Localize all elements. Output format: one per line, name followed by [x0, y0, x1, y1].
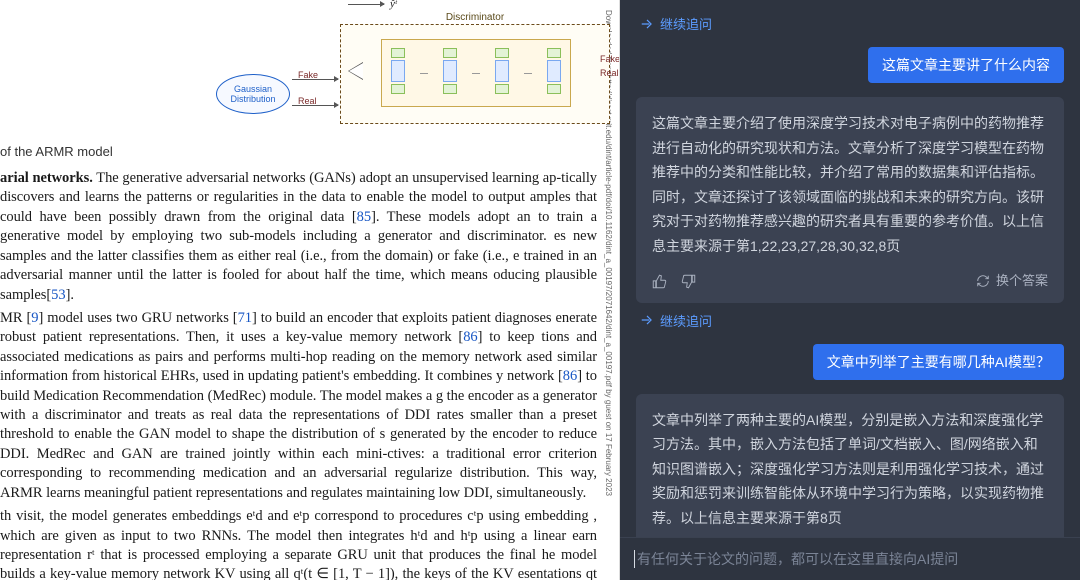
real-out-label: Real [600, 68, 619, 78]
fake-output [619, 57, 620, 67]
paragraph: th visit, the model generates embeddings… [0, 507, 597, 580]
user-message-row: 文章中列举了主要有哪几种AI模型？ [636, 344, 1064, 380]
discriminator-label: Discriminator [340, 12, 610, 23]
discriminator-box [340, 24, 610, 124]
gaussian-node: Gaussian Distribution [216, 74, 290, 114]
section-bold: arial networks. [0, 170, 93, 186]
thumbs-up-icon[interactable] [652, 274, 667, 289]
user-bubble: 文章中列举了主要有哪几种AI模型？ [813, 344, 1064, 380]
user-message-row: 这篇文章主要讲了什么内容 [636, 47, 1064, 83]
text-cursor [634, 550, 635, 568]
cite-link[interactable]: 71 [238, 310, 252, 326]
followup-icon [640, 17, 654, 31]
chat-pane: 继续追问 这篇文章主要讲了什么内容 这篇文章主要介绍了使用深度学习技术对电子病例… [620, 0, 1080, 580]
cite-link[interactable]: 86 [463, 329, 477, 345]
paragraph: MR [9] model uses two GRU networks [71] … [0, 309, 597, 503]
paper-pane: Downloaded from http://direct.mit.edu/di… [0, 0, 620, 580]
arrow [292, 105, 338, 106]
ai-actions: 换个答案 [652, 270, 1048, 293]
chat-input-bar [620, 537, 1080, 580]
swap-answer-label: 换个答案 [996, 270, 1048, 293]
followup-label: 继续追问 [660, 311, 712, 330]
discriminator-layers [381, 39, 571, 107]
followup-icon [640, 313, 654, 327]
cite-link[interactable]: 85 [357, 209, 371, 225]
paragraph: arial networks. The generative adversari… [0, 169, 597, 305]
followup-label: 继续追问 [660, 14, 712, 33]
chat-input[interactable] [637, 551, 1066, 567]
arrow [292, 79, 338, 80]
thumbs-down-icon[interactable] [681, 274, 696, 289]
fake-out-label: Fake [600, 54, 620, 64]
figure-caption: of the ARMR model [0, 144, 597, 159]
ai-message: 文章中列举了两种主要的AI模型，分别是嵌入方法和深度强化学习方法。其中，嵌入方法… [636, 394, 1064, 538]
real-output [619, 81, 620, 91]
cite-link[interactable]: 86 [563, 368, 577, 384]
ai-message: 这篇文章主要介绍了使用深度学习技术对电子病例中的药物推荐进行自动化的研究现状和方… [636, 97, 1064, 303]
followup-link[interactable]: 继续追问 [640, 311, 1064, 330]
armr-diagram: Gaussian Distribution Fake Real Discrimi… [180, 4, 457, 134]
cite-link[interactable]: 53 [51, 287, 65, 303]
refresh-icon [976, 274, 990, 288]
followup-link[interactable]: 继续追问 [640, 14, 1064, 33]
chat-scroll[interactable]: 继续追问 这篇文章主要讲了什么内容 这篇文章主要介绍了使用深度学习技术对电子病例… [620, 0, 1080, 537]
swap-answer-button[interactable]: 换个答案 [976, 270, 1048, 293]
ai-message-text: 文章中列举了两种主要的AI模型，分别是嵌入方法和深度强化学习方法。其中，嵌入方法… [652, 408, 1048, 531]
arrow [348, 4, 384, 5]
ai-message-text: 这篇文章主要介绍了使用深度学习技术对电子病例中的药物推荐进行自动化的研究现状和方… [652, 111, 1048, 258]
user-bubble: 这篇文章主要讲了什么内容 [868, 47, 1064, 83]
y-hat-label: ŷᵗ [390, 0, 397, 10]
